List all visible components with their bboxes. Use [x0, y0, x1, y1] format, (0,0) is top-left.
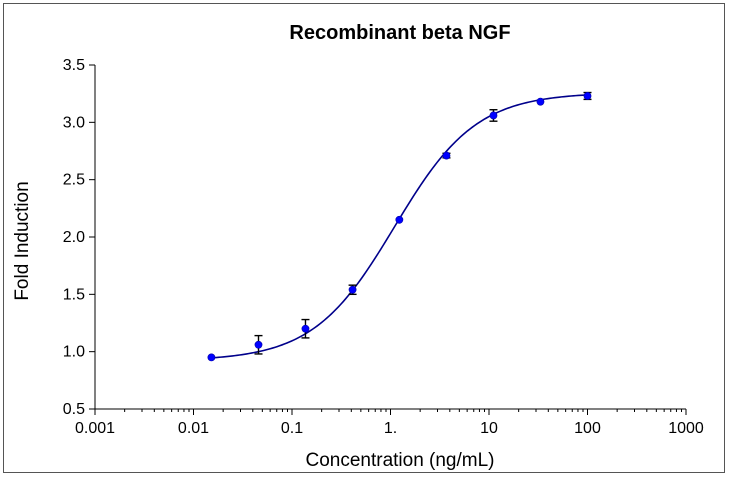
- y-tick-label: 1.5: [63, 286, 85, 303]
- y-axis-title: Fold Induction: [12, 181, 33, 300]
- x-tick-label: 1000: [668, 420, 704, 437]
- data-point: [395, 215, 404, 224]
- x-tick-label: 10: [480, 420, 498, 437]
- data-point: [207, 353, 216, 362]
- data-point: [583, 92, 592, 100]
- x-tick-label: 100: [574, 420, 601, 437]
- y-tick-label: 3.5: [63, 57, 85, 74]
- fit-curve: [211, 94, 588, 359]
- x-axis-title: Concentration (ng/mL): [305, 450, 494, 471]
- data-point: [254, 340, 263, 349]
- chart: Recombinant beta NGF 0.5 1.0 1.5 2.0 2.5 3.0 3…: [12, 22, 704, 471]
- data-point: [442, 151, 451, 160]
- y-tick-label: 2.0: [63, 229, 85, 246]
- y-tick-label: 3.0: [63, 114, 85, 131]
- chart-frame: Recombinant beta NGF 0.5 1.0 1.5 2.0 2.5 3.0 3…: [3, 3, 725, 473]
- y-tick-label: 1.0: [63, 344, 85, 361]
- data-point: [536, 97, 545, 106]
- y-tick-label: 0.5: [63, 401, 85, 418]
- x-tick-label: 1.: [384, 420, 397, 437]
- x-tick-label: 0.1: [281, 420, 303, 437]
- data-point: [489, 111, 498, 120]
- x-tick-label: 0.001: [75, 420, 115, 437]
- y-tick-label: 2.5: [63, 172, 85, 189]
- data-point: [348, 285, 357, 294]
- data-point: [301, 324, 310, 333]
- x-tick-label: 0.01: [178, 420, 209, 437]
- plot-area: 0.5 1.0 1.5 2.0 2.5 3.0 3.5 0.001 0.01 0.1 1. 10 100…: [63, 57, 704, 437]
- chart-title: Recombinant beta NGF: [289, 22, 510, 44]
